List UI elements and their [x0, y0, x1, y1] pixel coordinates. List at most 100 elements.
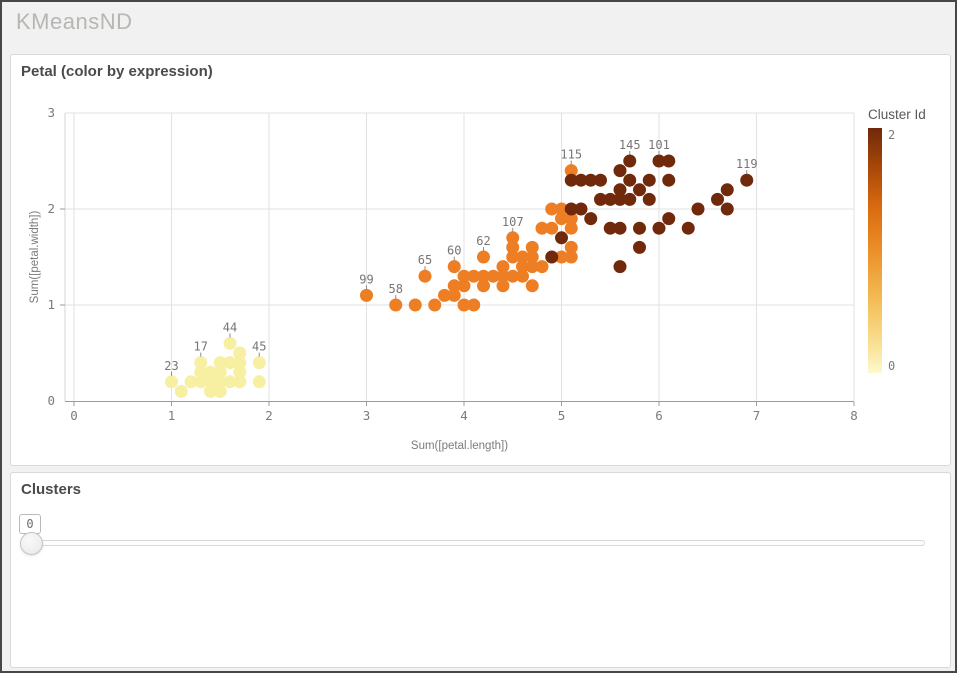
data-point[interactable]: [457, 279, 471, 293]
data-point[interactable]: [564, 240, 578, 254]
data-point[interactable]: [613, 221, 627, 235]
data-point[interactable]: [711, 192, 724, 206]
data-point[interactable]: [545, 250, 559, 264]
data-point[interactable]: [564, 250, 578, 264]
data-point[interactable]: [613, 183, 627, 197]
data-point[interactable]: [457, 298, 471, 312]
data-point[interactable]: [545, 221, 559, 235]
data-point[interactable]: [233, 375, 247, 389]
data-point[interactable]: [428, 298, 442, 312]
data-point[interactable]: [613, 164, 627, 178]
data-point[interactable]: [506, 250, 520, 264]
scatter-plot[interactable]: 0 1 2 3 4 5 6 7 80123Sum([petal.length])Sum([pet…: [11, 55, 950, 465]
data-point[interactable]: [233, 365, 247, 379]
data-point[interactable]: [584, 212, 598, 226]
data-point[interactable]: [516, 250, 529, 264]
data-point[interactable]: [623, 173, 637, 187]
data-point[interactable]: [408, 298, 422, 312]
data-point[interactable]: [194, 375, 208, 389]
data-point[interactable]: [623, 192, 637, 206]
data-point[interactable]: [740, 173, 754, 187]
data-point[interactable]: [486, 269, 500, 283]
data-point[interactable]: [204, 365, 217, 379]
data-point[interactable]: [720, 183, 734, 197]
data-point[interactable]: [447, 288, 461, 302]
data-point[interactable]: [477, 250, 490, 264]
data-point[interactable]: [574, 202, 588, 216]
data-point[interactable]: [594, 173, 607, 187]
data-point[interactable]: [516, 260, 529, 274]
data-point[interactable]: [633, 240, 646, 254]
slider-track[interactable]: [21, 540, 925, 546]
data-point[interactable]: [438, 288, 451, 302]
data-point[interactable]: [418, 269, 432, 283]
data-point[interactable]: [506, 240, 520, 254]
data-point[interactable]: [467, 269, 481, 283]
slider-handle[interactable]: [20, 532, 43, 555]
data-point[interactable]: [613, 192, 627, 206]
data-point[interactable]: [525, 250, 539, 264]
data-point[interactable]: [213, 365, 227, 379]
data-point[interactable]: [603, 221, 617, 235]
data-point[interactable]: [642, 173, 656, 187]
data-point[interactable]: [594, 192, 607, 206]
data-point[interactable]: [525, 240, 539, 254]
data-point[interactable]: [564, 212, 578, 226]
data-point[interactable]: [213, 356, 227, 370]
data-point[interactable]: [184, 375, 198, 389]
data-point[interactable]: [252, 375, 266, 389]
data-point[interactable]: [662, 212, 676, 226]
data-point[interactable]: [652, 154, 666, 168]
data-point[interactable]: [681, 221, 695, 235]
data-point[interactable]: [506, 231, 520, 245]
data-point[interactable]: [662, 173, 676, 187]
data-point[interactable]: [194, 356, 208, 370]
data-point[interactable]: [564, 173, 578, 187]
data-point[interactable]: [447, 260, 461, 274]
data-point[interactable]: [496, 269, 510, 283]
data-point[interactable]: [174, 384, 188, 398]
data-point[interactable]: [662, 154, 676, 168]
data-point[interactable]: [623, 154, 637, 168]
data-point[interactable]: [613, 260, 627, 274]
data-point[interactable]: [223, 375, 237, 389]
data-point[interactable]: [252, 356, 266, 370]
data-point[interactable]: [496, 279, 510, 293]
data-point[interactable]: [633, 183, 646, 197]
data-point[interactable]: [691, 202, 705, 216]
data-point[interactable]: [574, 173, 588, 187]
data-point[interactable]: [642, 192, 656, 206]
data-point[interactable]: [213, 375, 227, 389]
data-point[interactable]: [457, 269, 471, 283]
data-point[interactable]: [652, 221, 666, 235]
data-point[interactable]: [564, 202, 578, 216]
data-point[interactable]: [555, 250, 568, 264]
data-point[interactable]: [506, 269, 520, 283]
data-point[interactable]: [477, 269, 490, 283]
data-point[interactable]: [633, 221, 646, 235]
data-point[interactable]: [555, 231, 568, 245]
data-point[interactable]: [233, 346, 247, 360]
data-point[interactable]: [223, 356, 237, 370]
data-point[interactable]: [447, 279, 461, 293]
data-point[interactable]: [535, 260, 549, 274]
data-point[interactable]: [233, 356, 247, 370]
data-point[interactable]: [204, 375, 217, 389]
data-point[interactable]: [477, 279, 490, 293]
data-point[interactable]: [555, 212, 568, 226]
data-point[interactable]: [516, 269, 529, 283]
data-point[interactable]: [467, 298, 481, 312]
data-point[interactable]: [545, 202, 559, 216]
slider-value-box[interactable]: 0: [19, 514, 41, 534]
data-point[interactable]: [389, 298, 403, 312]
data-point[interactable]: [194, 365, 208, 379]
data-point[interactable]: [603, 192, 617, 206]
data-point[interactable]: [555, 202, 568, 216]
data-point[interactable]: [525, 260, 539, 274]
data-point[interactable]: [165, 375, 178, 389]
data-point[interactable]: [720, 202, 734, 216]
data-point[interactable]: [204, 384, 217, 398]
data-point[interactable]: [223, 336, 237, 350]
data-point[interactable]: [584, 173, 598, 187]
data-point[interactable]: [213, 384, 227, 398]
